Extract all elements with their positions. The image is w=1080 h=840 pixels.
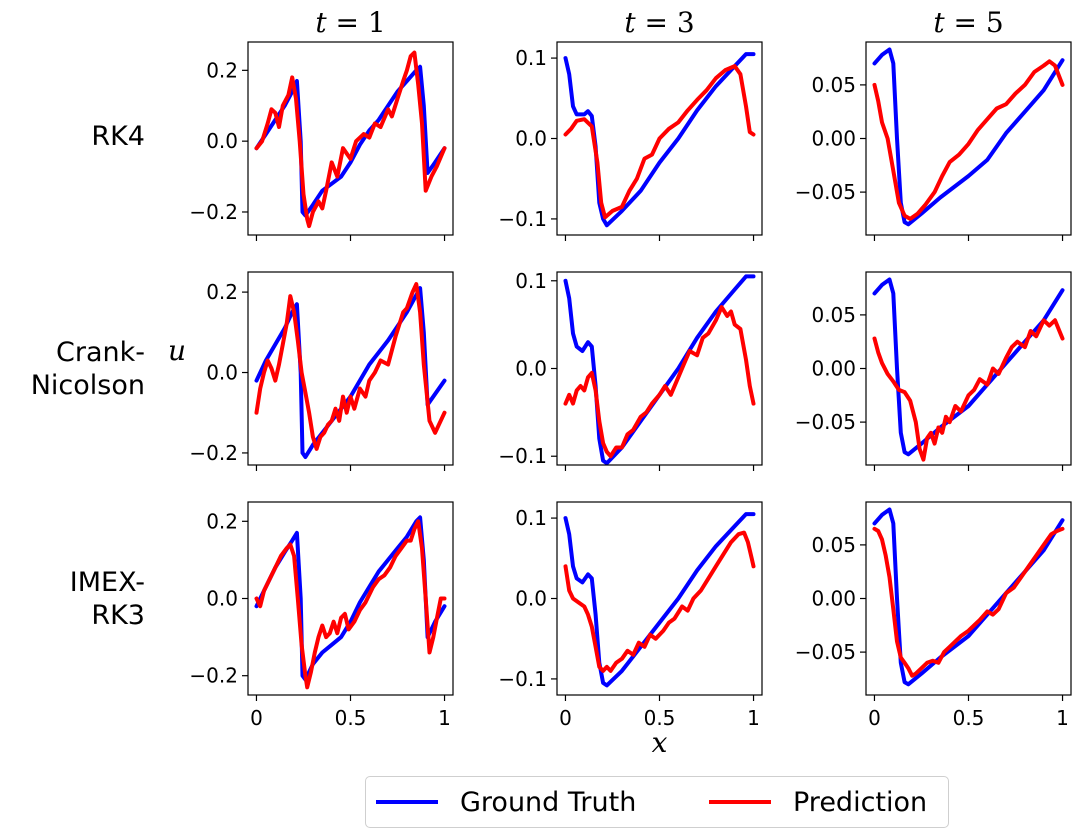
y-tick-label: −0.05 bbox=[795, 180, 856, 204]
y-tick-label: −0.2 bbox=[189, 441, 238, 465]
legend-item-prediction: Prediction bbox=[709, 777, 927, 827]
y-tick-label: 0.00 bbox=[811, 127, 856, 151]
series-line-ground-truth bbox=[872, 47, 1065, 227]
panel-frame bbox=[556, 271, 763, 466]
y-tick-label: 0.05 bbox=[811, 73, 856, 97]
row-label-line: IMEX- bbox=[69, 567, 145, 598]
y-tick-label: −0.05 bbox=[795, 410, 856, 434]
series-line-prediction bbox=[254, 50, 447, 229]
y-tick-label: −0.1 bbox=[498, 667, 547, 691]
y-tick-label: 0.2 bbox=[206, 58, 238, 82]
legend: Ground Truth Prediction bbox=[365, 776, 949, 828]
x-tick-label: 1 bbox=[1056, 706, 1069, 730]
y-tick-label: 0.05 bbox=[811, 533, 856, 557]
y-tick-label: 0.00 bbox=[811, 587, 856, 611]
row-label-line: Crank- bbox=[56, 337, 145, 368]
y-tick-label: 0.1 bbox=[515, 269, 547, 293]
row-label-line: Nicolson bbox=[30, 370, 145, 401]
row-label-rk4: RK4 bbox=[91, 120, 145, 153]
series-line-prediction bbox=[563, 530, 756, 673]
row-label-line: RK3 bbox=[91, 600, 145, 631]
column-title: t = 3 bbox=[624, 6, 694, 39]
y-tick-label: −0.2 bbox=[189, 200, 238, 224]
x-tick-label: 0 bbox=[868, 706, 881, 730]
series-line-ground-truth bbox=[563, 52, 756, 228]
series-line-prediction bbox=[254, 282, 447, 451]
column-title: t = 5 bbox=[933, 6, 1003, 39]
row-label-crank-nicolson: Crank- Nicolson bbox=[31, 336, 145, 402]
row-label-line: RK4 bbox=[91, 121, 145, 152]
legend-item-ground-truth: Ground Truth bbox=[376, 777, 636, 827]
legend-label-prediction: Prediction bbox=[793, 786, 928, 818]
y-tick-label: −0.05 bbox=[795, 640, 856, 664]
column-title: t = 1 bbox=[315, 6, 385, 39]
series-line-ground-truth bbox=[563, 512, 756, 688]
x-tick-label: 0 bbox=[250, 706, 263, 730]
series-line-ground-truth bbox=[254, 515, 447, 682]
series-line-ground-truth bbox=[563, 274, 756, 465]
series-line-prediction bbox=[563, 305, 756, 459]
x-tick-label: 1 bbox=[747, 706, 760, 730]
y-tick-label: −0.2 bbox=[189, 664, 238, 688]
y-tick-label: 0.2 bbox=[206, 509, 238, 533]
y-tick-label: 0.0 bbox=[515, 357, 547, 381]
series-line-prediction bbox=[872, 526, 1065, 678]
y-tick-label: −0.1 bbox=[498, 207, 547, 231]
y-tick-label: 0.0 bbox=[206, 587, 238, 611]
x-tick-label: 0 bbox=[559, 706, 572, 730]
series-line-prediction bbox=[254, 519, 447, 690]
series-line-prediction bbox=[563, 64, 756, 220]
y-tick-label: 0.0 bbox=[515, 587, 547, 611]
legend-line-ground-truth bbox=[376, 800, 438, 804]
legend-line-prediction bbox=[709, 800, 771, 804]
y-tick-label: 0.05 bbox=[811, 303, 856, 327]
series-line-ground-truth bbox=[254, 64, 447, 218]
y-tick-label: 0.0 bbox=[206, 361, 238, 385]
x-tick-label: 1 bbox=[438, 706, 451, 730]
y-tick-label: 0.0 bbox=[515, 127, 547, 151]
series-line-ground-truth bbox=[872, 277, 1065, 457]
y-tick-label: 0.1 bbox=[515, 46, 547, 70]
series-line-prediction bbox=[872, 318, 1065, 462]
y-tick-label: 0.00 bbox=[811, 357, 856, 381]
y-tick-label: 0.1 bbox=[515, 506, 547, 530]
x-tick-label: 0.5 bbox=[335, 706, 367, 730]
y-tick-label: −0.1 bbox=[498, 444, 547, 468]
x-tick-label: 0.5 bbox=[953, 706, 985, 730]
x-axis-label: x bbox=[652, 726, 668, 759]
y-axis-label: u bbox=[168, 334, 186, 367]
y-tick-label: 0.0 bbox=[206, 129, 238, 153]
y-tick-label: 0.2 bbox=[206, 280, 238, 304]
series-line-ground-truth bbox=[254, 286, 447, 459]
x-tick-label: 0.5 bbox=[644, 706, 676, 730]
series-line-prediction bbox=[872, 59, 1065, 221]
legend-label-ground-truth: Ground Truth bbox=[460, 786, 637, 818]
row-label-imex-rk3: IMEX- RK3 bbox=[70, 566, 145, 632]
